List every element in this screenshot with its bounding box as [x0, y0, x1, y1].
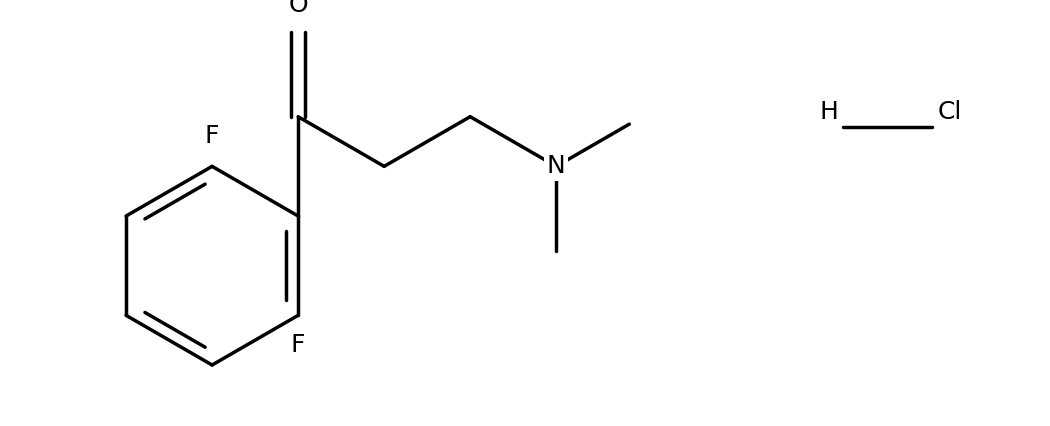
Text: Cl: Cl	[938, 100, 962, 124]
Text: F: F	[205, 124, 219, 149]
Text: O: O	[289, 0, 308, 17]
Text: H: H	[819, 100, 838, 124]
Text: F: F	[291, 333, 306, 357]
Text: N: N	[547, 154, 566, 178]
